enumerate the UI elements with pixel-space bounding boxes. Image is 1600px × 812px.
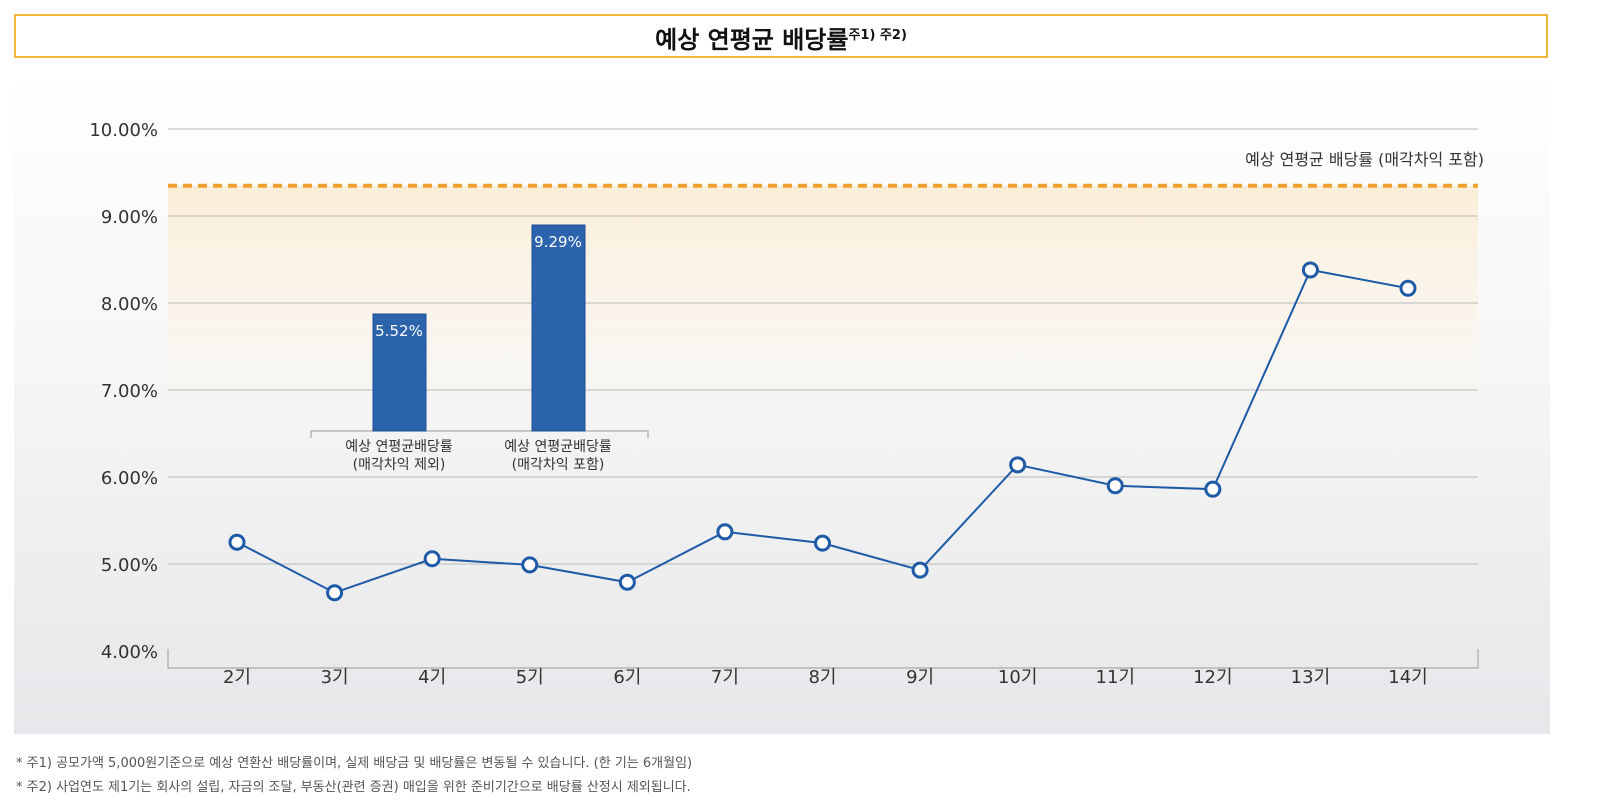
x-tick-label: 10기 (998, 667, 1037, 688)
x-tick-label: 3기 (321, 667, 349, 688)
title-notes: 주1) 주2) (848, 28, 907, 43)
footnote-1: * 주1) 공모가액 5,000원기준으로 예상 연환산 배당률이며, 실제 배… (16, 756, 693, 771)
data-point (1009, 456, 1027, 474)
y-tick-label: 6.00% (101, 468, 158, 489)
x-tick-label: 9기 (906, 667, 934, 688)
inset-bar-axis (310, 430, 649, 438)
data-point (716, 523, 734, 541)
data-point (1106, 477, 1124, 495)
inset-bar-label: (매각차익 포함) (512, 457, 605, 473)
data-point (814, 534, 831, 552)
x-tick-label: 8기 (808, 667, 836, 688)
data-point (1399, 279, 1417, 297)
y-tick-label: 8.00% (101, 294, 158, 315)
data-point (521, 556, 539, 574)
data-point (326, 584, 344, 602)
x-tick-label: 12기 (1193, 667, 1232, 688)
x-tick-label: 5기 (516, 667, 544, 688)
y-tick-label: 5.00% (101, 555, 158, 576)
inset-bar-label: 예상 연평균배당률 (345, 439, 453, 455)
x-tick-label: 14기 (1388, 667, 1427, 688)
inset-bar-value-label: 5.52% (375, 322, 423, 340)
y-tick-label: 7.00% (101, 381, 158, 402)
chart-title: 예상 연평균 배당률주1) 주2) (655, 26, 907, 54)
x-axis (167, 649, 1479, 669)
data-point (423, 550, 441, 568)
x-tick-label: 6기 (613, 667, 641, 688)
inset-bar-label: (매각차익 제외) (353, 457, 446, 473)
x-tick-label: 13기 (1291, 667, 1330, 688)
data-point (911, 561, 929, 579)
x-tick-label: 7기 (711, 667, 739, 688)
y-tick-label: 4.00% (101, 642, 158, 663)
reference-line-label: 예상 연평균 배당률 (매각차익 포함) (1245, 150, 1484, 169)
title-text: 예상 연평균 배당률 (655, 26, 849, 54)
y-tick-label: 10.00% (89, 120, 158, 141)
title-box: 예상 연평균 배당률주1) 주2) (14, 14, 1548, 58)
plot-background (14, 70, 1550, 734)
inset-bar (372, 313, 427, 432)
inset-bar-label: 예상 연평균배당률 (504, 439, 612, 455)
y-tick-label: 9.00% (101, 207, 158, 228)
x-tick-label: 2기 (223, 667, 251, 688)
x-tick-label: 11기 (1096, 667, 1135, 688)
data-point (228, 533, 246, 551)
data-point (1204, 480, 1222, 498)
data-point (1301, 261, 1319, 279)
inset-bar-value-label: 9.29% (534, 233, 582, 251)
footnote-2: * 주2) 사업연도 제1기는 회사의 설립, 자금의 조달, 부동산(관련 증… (16, 780, 691, 795)
inset-bar (531, 224, 586, 432)
data-point (618, 573, 636, 591)
x-tick-label: 4기 (418, 667, 446, 688)
